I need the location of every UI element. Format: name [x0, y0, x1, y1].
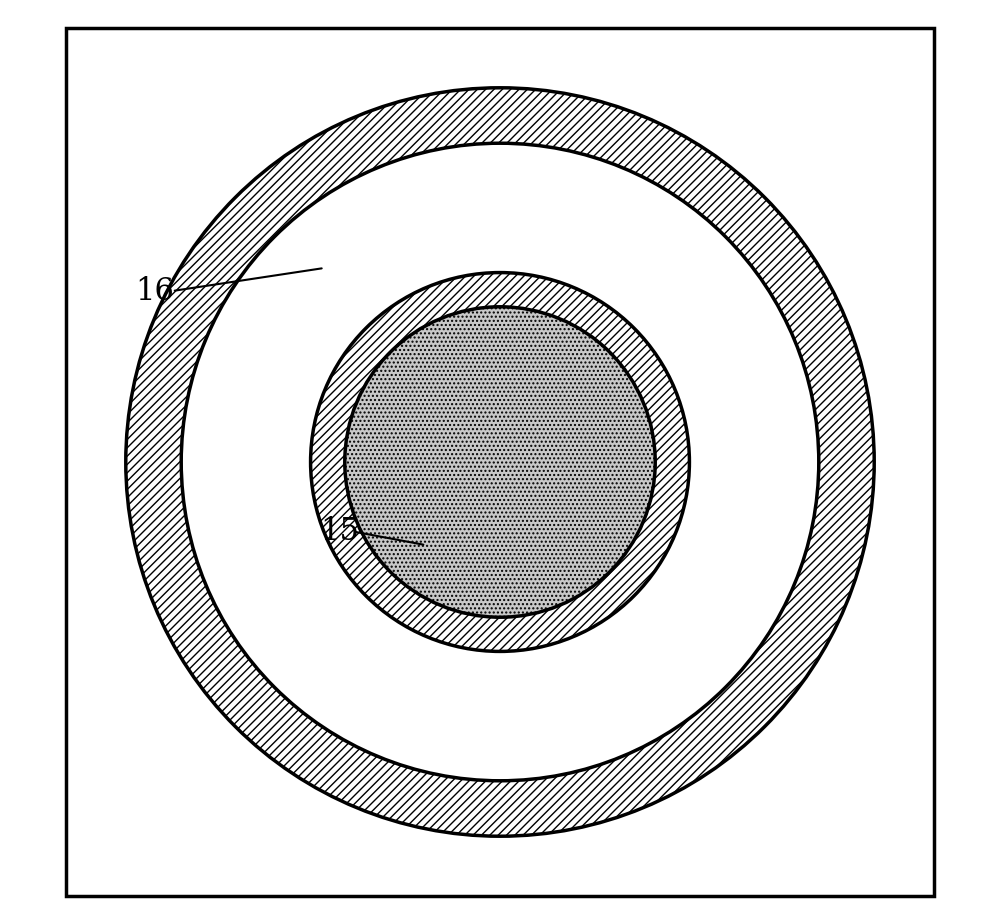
Text: 16: 16	[135, 275, 174, 307]
Circle shape	[311, 273, 689, 651]
Circle shape	[181, 143, 819, 781]
Circle shape	[345, 307, 655, 617]
Text: 15: 15	[320, 516, 359, 547]
Circle shape	[126, 88, 874, 836]
